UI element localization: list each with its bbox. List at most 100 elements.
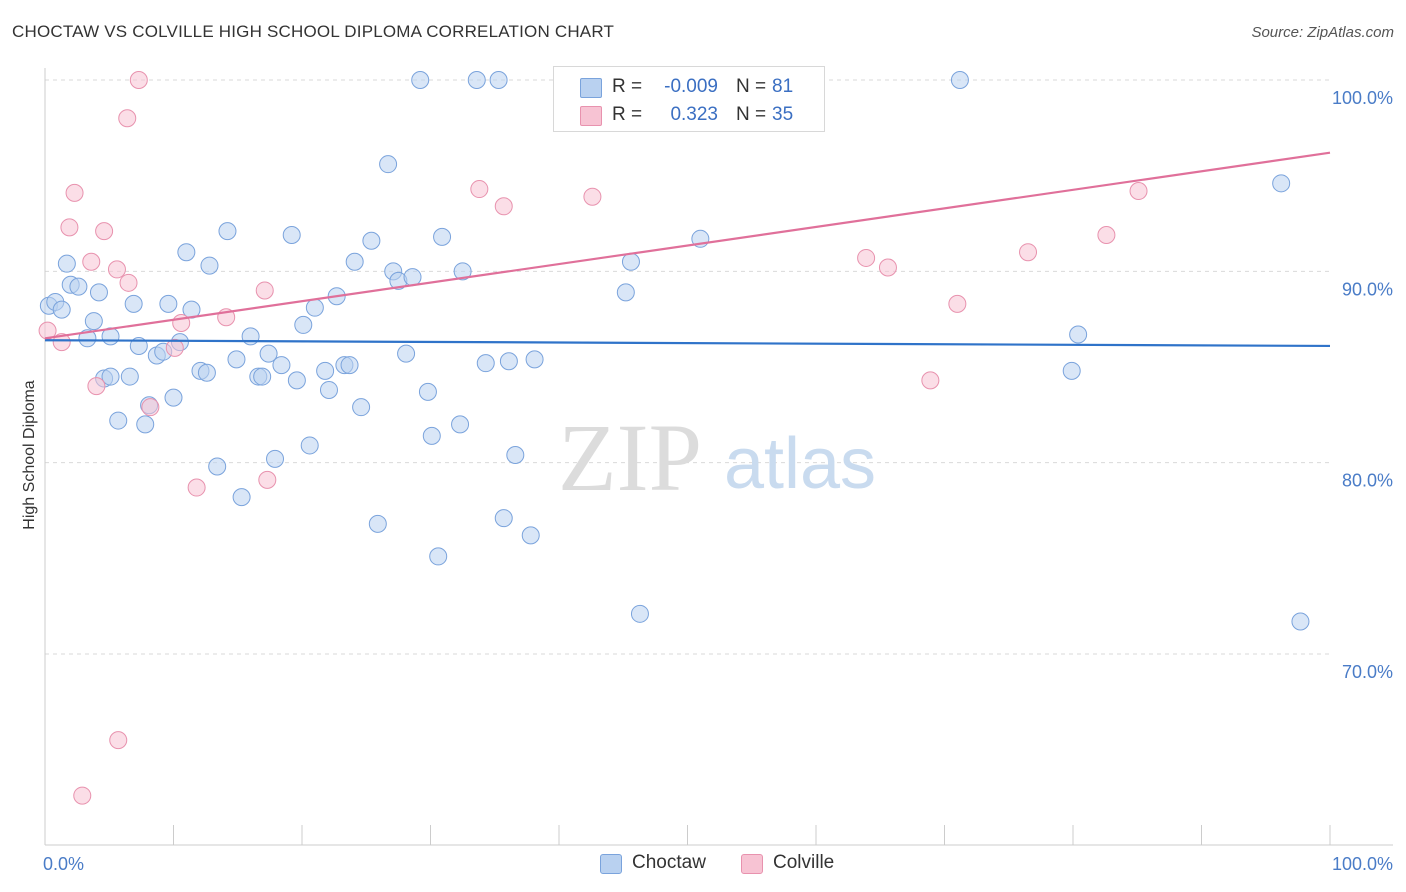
data-point-choctaw[interactable]	[272, 356, 291, 375]
data-point-choctaw[interactable]	[422, 426, 441, 445]
data-point-choctaw[interactable]	[136, 415, 155, 434]
data-point-choctaw[interactable]	[300, 436, 319, 455]
data-point-choctaw[interactable]	[525, 350, 544, 369]
data-point-choctaw[interactable]	[266, 449, 285, 468]
data-point-colville[interactable]	[60, 218, 79, 237]
data-point-choctaw[interactable]	[345, 252, 364, 271]
data-point-colville[interactable]	[52, 333, 71, 352]
data-point-colville[interactable]	[187, 478, 206, 497]
legend-r-label: R =	[612, 76, 643, 97]
data-point-choctaw[interactable]	[621, 252, 640, 271]
trend-line-colville	[44, 151, 1331, 340]
data-point-colville[interactable]	[258, 470, 277, 489]
data-point-choctaw[interactable]	[164, 388, 183, 407]
data-point-choctaw[interactable]	[368, 514, 387, 533]
data-point-choctaw[interactable]	[1272, 174, 1291, 193]
data-point-choctaw[interactable]	[52, 300, 71, 319]
data-point-choctaw[interactable]	[1062, 361, 1081, 380]
data-point-choctaw[interactable]	[950, 71, 969, 89]
data-point-choctaw[interactable]	[84, 312, 103, 331]
data-point-choctaw[interactable]	[499, 352, 518, 371]
data-point-choctaw[interactable]	[453, 262, 472, 281]
data-point-choctaw[interactable]	[197, 363, 216, 382]
data-point-colville[interactable]	[494, 197, 513, 216]
data-point-choctaw[interactable]	[476, 354, 495, 373]
data-point-choctaw[interactable]	[305, 298, 324, 317]
data-point-choctaw[interactable]	[200, 256, 219, 275]
data-point-choctaw[interactable]	[78, 329, 97, 348]
data-point-choctaw[interactable]	[69, 277, 88, 296]
data-point-colville[interactable]	[1129, 181, 1148, 200]
data-point-choctaw[interactable]	[294, 315, 313, 334]
data-point-choctaw[interactable]	[403, 268, 422, 287]
data-point-colville[interactable]	[82, 252, 101, 271]
data-point-choctaw[interactable]	[159, 294, 178, 313]
data-point-colville[interactable]	[1097, 225, 1116, 244]
legend-label-colville: Colville	[773, 852, 835, 873]
data-point-choctaw[interactable]	[253, 367, 272, 386]
data-point-colville[interactable]	[107, 260, 126, 279]
data-point-choctaw[interactable]	[429, 547, 448, 566]
data-point-choctaw[interactable]	[418, 382, 437, 401]
data-point-choctaw[interactable]	[494, 509, 513, 528]
data-point-choctaw[interactable]	[287, 371, 306, 390]
data-point-choctaw[interactable]	[208, 457, 227, 476]
data-point-choctaw[interactable]	[57, 254, 76, 273]
data-point-colville[interactable]	[118, 109, 137, 128]
data-point-choctaw[interactable]	[433, 227, 452, 246]
data-point-colville[interactable]	[583, 187, 602, 206]
data-point-colville[interactable]	[470, 180, 489, 199]
data-point-colville[interactable]	[878, 258, 897, 277]
data-point-choctaw[interactable]	[109, 411, 128, 430]
data-point-colville[interactable]	[119, 273, 138, 292]
data-point-colville[interactable]	[73, 786, 92, 805]
data-point-colville[interactable]	[65, 183, 84, 202]
data-point-choctaw[interactable]	[362, 231, 381, 250]
data-point-colville[interactable]	[165, 338, 184, 357]
data-point-colville[interactable]	[109, 731, 128, 750]
data-point-choctaw[interactable]	[101, 367, 120, 386]
data-point-choctaw[interactable]	[506, 446, 525, 465]
trend-lines	[44, 151, 1331, 348]
data-point-colville[interactable]	[141, 398, 160, 417]
data-point-choctaw[interactable]	[616, 283, 635, 302]
y-tick-label: 70.0%	[1342, 662, 1393, 682]
data-point-choctaw[interactable]	[352, 398, 371, 417]
data-point-choctaw[interactable]	[451, 415, 470, 434]
data-point-choctaw[interactable]	[227, 350, 246, 369]
data-point-choctaw[interactable]	[319, 380, 338, 399]
data-point-choctaw[interactable]	[489, 71, 508, 89]
y-tick-label: 80.0%	[1342, 471, 1393, 491]
data-point-choctaw[interactable]	[124, 294, 143, 313]
data-point-choctaw[interactable]	[282, 225, 301, 244]
y-axis-label: High School Diploma	[21, 380, 38, 530]
data-point-colville[interactable]	[255, 281, 274, 300]
chart-title: CHOCTAW VS COLVILLE HIGH SCHOOL DIPLOMA …	[12, 22, 615, 41]
data-point-colville[interactable]	[921, 371, 940, 390]
data-point-choctaw[interactable]	[379, 155, 398, 174]
data-point-choctaw[interactable]	[630, 604, 649, 623]
data-point-choctaw[interactable]	[340, 356, 359, 375]
data-point-choctaw[interactable]	[1069, 325, 1088, 344]
y-tick-label: 100.0%	[1332, 88, 1393, 108]
data-point-choctaw[interactable]	[316, 361, 335, 380]
data-point-choctaw[interactable]	[120, 367, 139, 386]
data-point-choctaw[interactable]	[1291, 612, 1310, 631]
data-point-colville[interactable]	[129, 71, 148, 89]
data-point-colville[interactable]	[948, 294, 967, 313]
data-point-choctaw[interactable]	[232, 488, 251, 507]
data-point-choctaw[interactable]	[397, 344, 416, 363]
data-point-choctaw[interactable]	[259, 344, 278, 363]
watermark-zip: ZIP	[558, 404, 702, 511]
data-point-choctaw[interactable]	[241, 327, 260, 346]
data-point-choctaw[interactable]	[89, 283, 108, 302]
data-point-colville[interactable]	[87, 377, 106, 396]
data-point-colville[interactable]	[95, 222, 114, 241]
data-point-colville[interactable]	[857, 248, 876, 267]
data-point-choctaw[interactable]	[467, 71, 486, 89]
data-point-choctaw[interactable]	[411, 71, 430, 89]
data-point-choctaw[interactable]	[521, 526, 540, 545]
data-point-choctaw[interactable]	[177, 243, 196, 262]
data-point-choctaw[interactable]	[218, 222, 237, 241]
data-point-colville[interactable]	[1019, 243, 1038, 262]
